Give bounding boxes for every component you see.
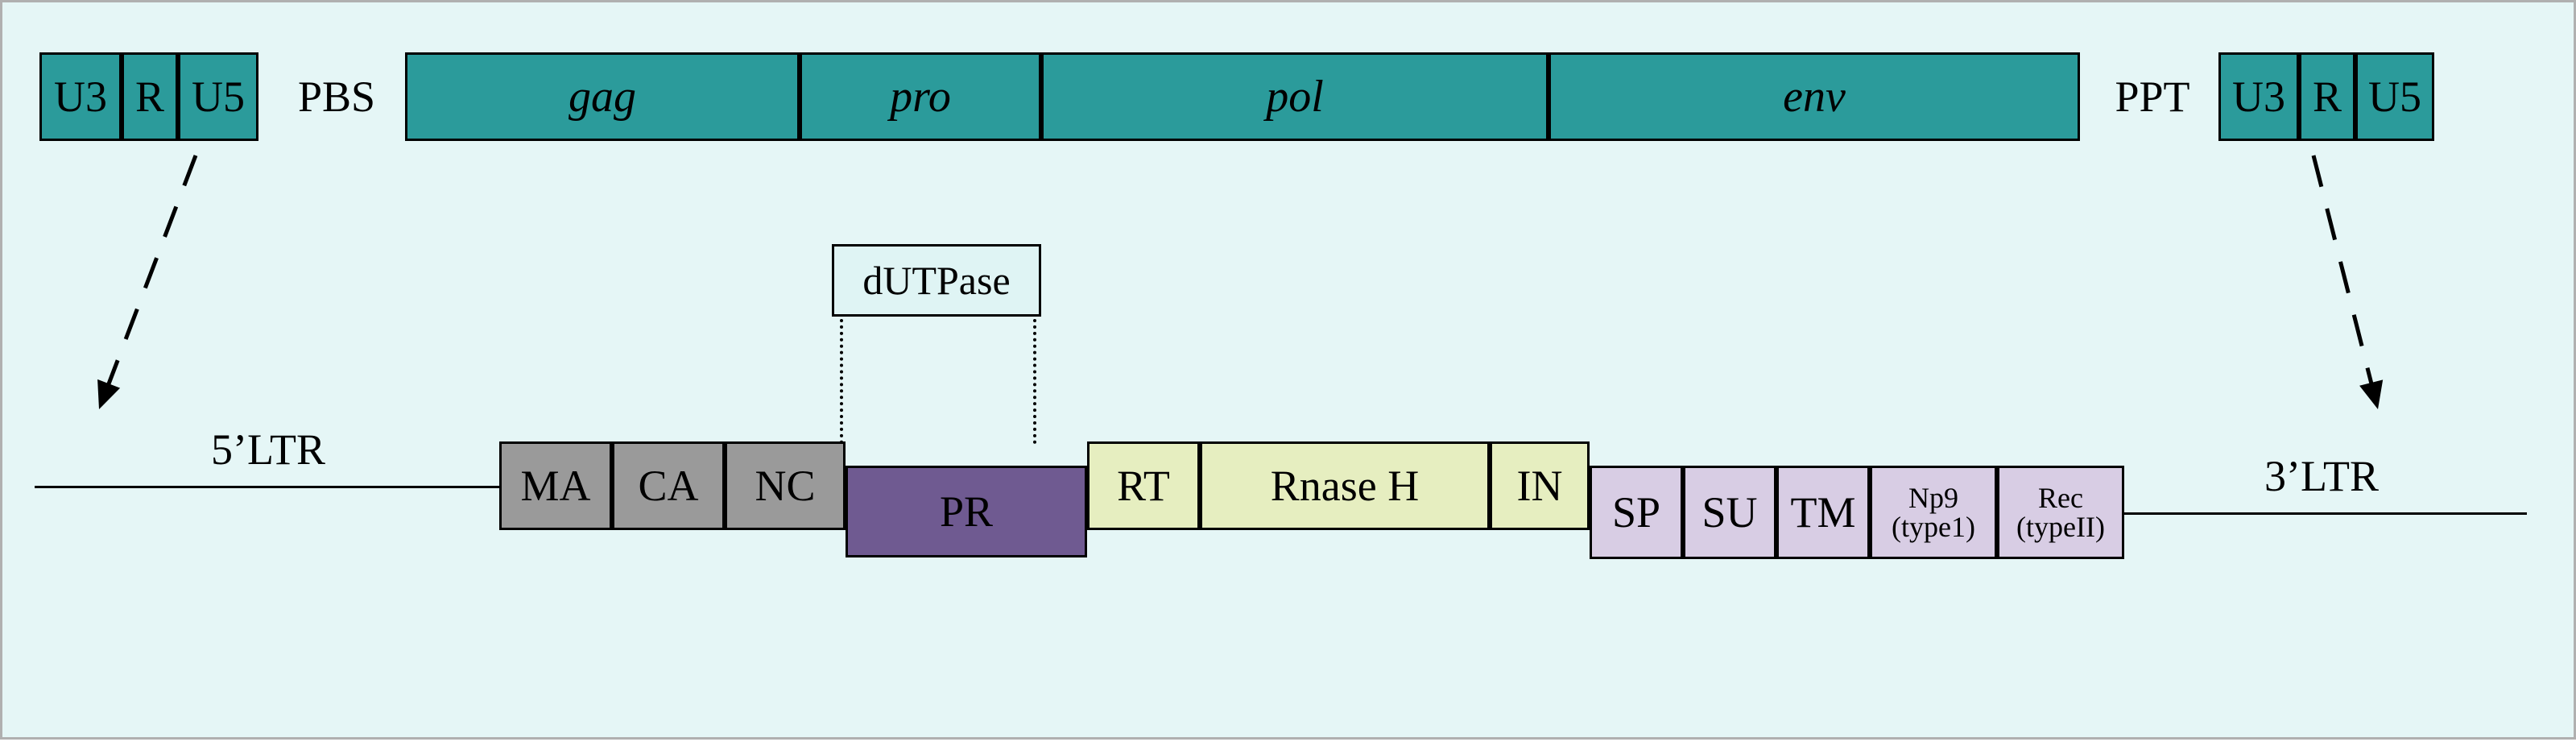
dutpase-box: dUTPase: [832, 244, 1041, 317]
env-Rec-label-1: (typeII): [2016, 512, 2105, 541]
env-SP-label: SP: [1612, 487, 1660, 537]
gag-MA: MA: [499, 441, 612, 530]
env-Rec: Rec(typeII): [1997, 466, 2124, 559]
gag-NC: NC: [725, 441, 846, 530]
env-Np9-label-1: (type1): [1892, 512, 1975, 541]
env-Np9: Np9(type1): [1870, 466, 1997, 559]
ltr5-line: [35, 486, 499, 488]
dutpase-connector-0: [840, 319, 843, 444]
env-TM: TM: [1776, 466, 1870, 559]
env-SP: SP: [1590, 466, 1683, 559]
pol-RnaseH-label: Rnase H: [1271, 461, 1419, 511]
ltr3-line: [2124, 512, 2527, 515]
gag-NC-label: NC: [755, 461, 815, 511]
gag-CA-label: CA: [638, 461, 698, 511]
pol-RT: RT: [1087, 441, 1200, 530]
dutpase-box-label: dUTPase: [862, 257, 1010, 304]
env-SU: SU: [1683, 466, 1776, 559]
ltr5-label: 5’LTR: [75, 421, 461, 478]
gag-CA: CA: [612, 441, 725, 530]
pol-RT-label: RT: [1117, 461, 1170, 511]
env-SU-label: SU: [1701, 487, 1757, 537]
pol-IN: IN: [1490, 441, 1590, 530]
pr-block-label: PR: [940, 487, 993, 537]
gag-MA-label: MA: [520, 461, 590, 511]
dutpase-connector-1: [1033, 319, 1036, 444]
pol-RnaseH: Rnase H: [1200, 441, 1490, 530]
arrow-right: [2, 2, 2576, 742]
env-Np9-label-0: Np9: [1908, 483, 1958, 512]
pr-block: PR: [846, 466, 1087, 557]
ltr3-label: 3’LTR: [2160, 448, 2483, 504]
env-TM-label: TM: [1791, 487, 1856, 537]
pol-IN-label: IN: [1517, 461, 1563, 511]
genome-diagram: U3RU5PBSgagpropolenvPPTU3RU5dUTPase5’LTR…: [0, 0, 2576, 740]
env-Rec-label-0: Rec: [2038, 483, 2083, 512]
